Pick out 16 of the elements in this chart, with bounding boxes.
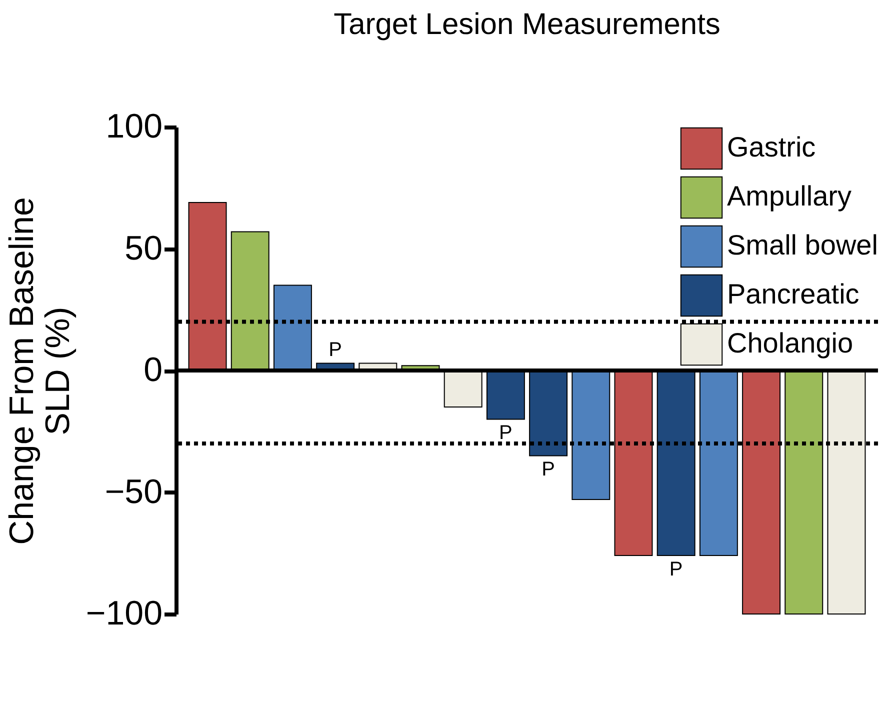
- data-label: P: [542, 458, 555, 481]
- legend-label: Cholangio: [727, 328, 854, 358]
- data-label: P: [669, 558, 683, 581]
- legend-label: Ampullary: [727, 180, 852, 212]
- y-tick-label: −50: [104, 472, 162, 511]
- data-label: P: [499, 422, 512, 444]
- data-label: P: [328, 339, 342, 362]
- legend-label: Small bowel: [727, 230, 878, 260]
- y-tick-label: 0: [144, 351, 162, 389]
- y-axis-title: Change From Baseline SLD (%): [2, 197, 77, 545]
- legend-label: Pancreatic: [727, 278, 860, 310]
- y-tick-label: 50: [124, 229, 162, 268]
- chart-title: Target Lesion Measurements: [334, 8, 720, 41]
- y-tick-label: 100: [106, 108, 162, 146]
- y-tick-label: −100: [86, 594, 162, 632]
- legend-label: Gastric: [727, 132, 816, 162]
